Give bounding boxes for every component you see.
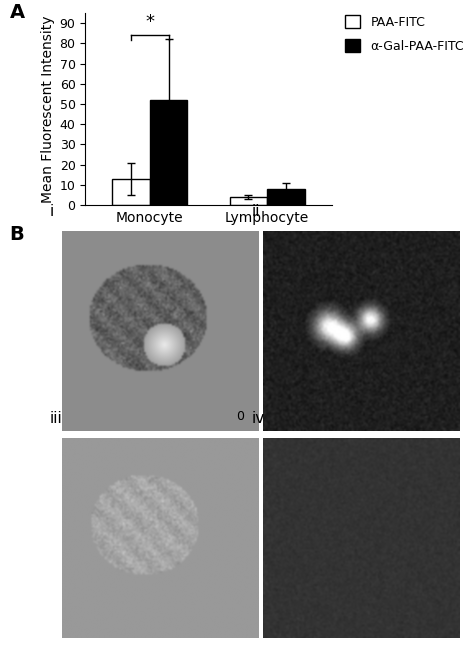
Text: iv: iv: [251, 411, 264, 426]
Bar: [267, 189, 305, 205]
Text: *: *: [146, 13, 155, 31]
Legend: PAA-FITC, α-Gal-PAA-FITC: PAA-FITC, α-Gal-PAA-FITC: [346, 16, 464, 53]
Text: 0: 0: [237, 410, 245, 423]
Bar: [230, 197, 267, 205]
Bar: [150, 100, 187, 205]
Y-axis label: Mean Fluorescent Intensity: Mean Fluorescent Intensity: [41, 15, 55, 203]
Text: i: i: [50, 204, 54, 219]
Text: iii: iii: [50, 411, 63, 426]
Text: B: B: [9, 225, 24, 243]
Text: A: A: [9, 3, 25, 22]
Text: ii: ii: [251, 204, 260, 219]
Bar: [112, 179, 150, 205]
